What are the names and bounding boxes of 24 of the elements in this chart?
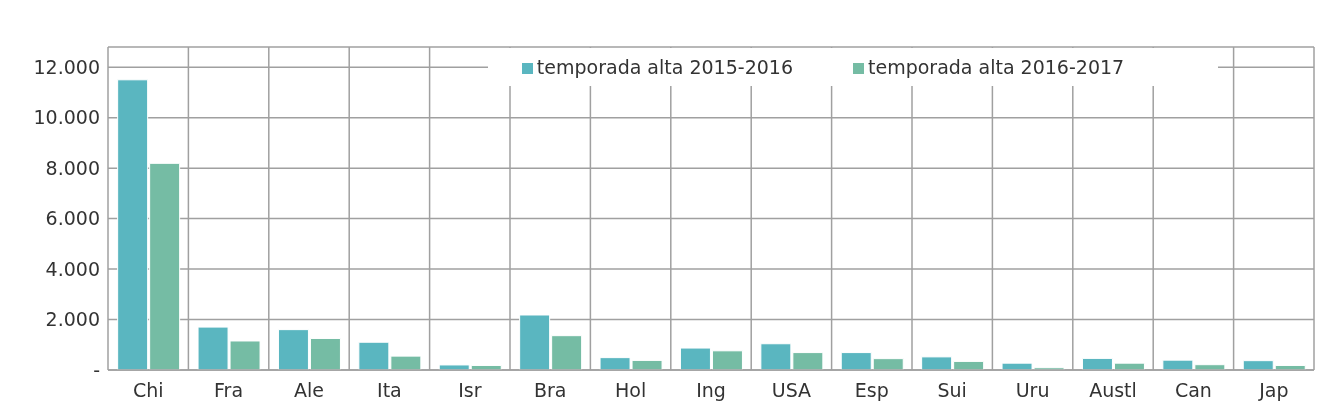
x-tick-label: Esp bbox=[854, 379, 889, 402]
y-tick-label: 8.000 bbox=[45, 156, 100, 179]
x-tick-label: Ita bbox=[377, 379, 402, 402]
y-tick-label: 4.000 bbox=[45, 257, 100, 280]
x-tick-label: Ale bbox=[294, 379, 324, 402]
legend-label: temporada alta 2016-2017 bbox=[868, 56, 1125, 78]
x-tick-label: Can bbox=[1174, 379, 1212, 402]
y-tick-label: - bbox=[93, 358, 100, 381]
x-tick-label: Hol bbox=[615, 379, 647, 402]
x-tick-label: Jap bbox=[1258, 379, 1289, 402]
x-tick-label: Sui bbox=[937, 379, 967, 402]
x-tick-label: Chi bbox=[132, 379, 164, 402]
y-tick-label: 2.000 bbox=[45, 308, 100, 331]
y-tick-label: 6.000 bbox=[45, 207, 100, 230]
y-tick-label: 10.000 bbox=[33, 106, 100, 129]
x-tick-label: Uru bbox=[1015, 379, 1050, 402]
x-tick-label: Ing bbox=[696, 379, 726, 402]
x-tick-label: Bra bbox=[533, 379, 567, 402]
x-tick-label: Fra bbox=[214, 379, 244, 402]
x-tick-label: Isr bbox=[458, 379, 482, 402]
x-tick-label: USA bbox=[771, 379, 812, 402]
x-tick-label: Austl bbox=[1089, 379, 1137, 402]
legend-label: temporada alta 2015-2016 bbox=[536, 56, 793, 78]
y-tick-label: 12.000 bbox=[33, 55, 100, 78]
